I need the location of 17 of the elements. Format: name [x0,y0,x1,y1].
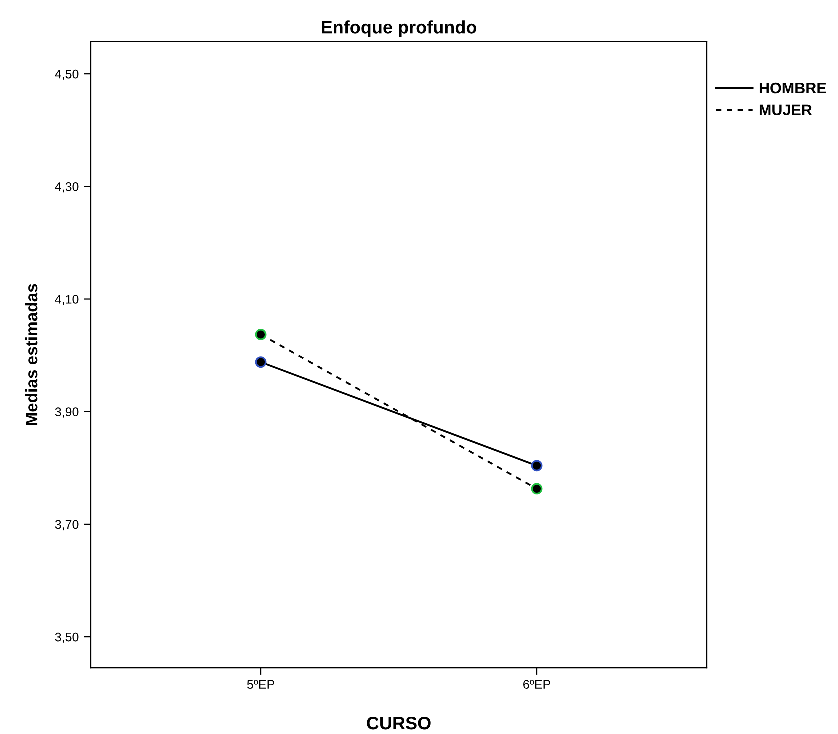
point [255,329,267,340]
y-tick-label: 3,90 [55,408,79,418]
y-axis-title: Medias estimadas [25,284,38,426]
y-tick-label: 3,70 [55,520,79,531]
y-tick-label: 4,10 [55,295,79,306]
point [531,460,543,472]
legend-label: MUJER [760,104,812,116]
x-axis-title: CURSO [367,716,431,730]
legend-label: HOMBRE [760,82,826,94]
y-tick-label: 4,50 [55,70,79,80]
x-tick-label: 5ºEP [247,680,274,689]
y-tick-label: 4,30 [55,182,79,193]
x-tick-label: 6ºEP [524,680,550,689]
point [531,483,543,495]
point [255,356,267,368]
y-tick-label: 3,50 [55,632,79,644]
chart-title: Enfoque profundo [322,20,477,38]
